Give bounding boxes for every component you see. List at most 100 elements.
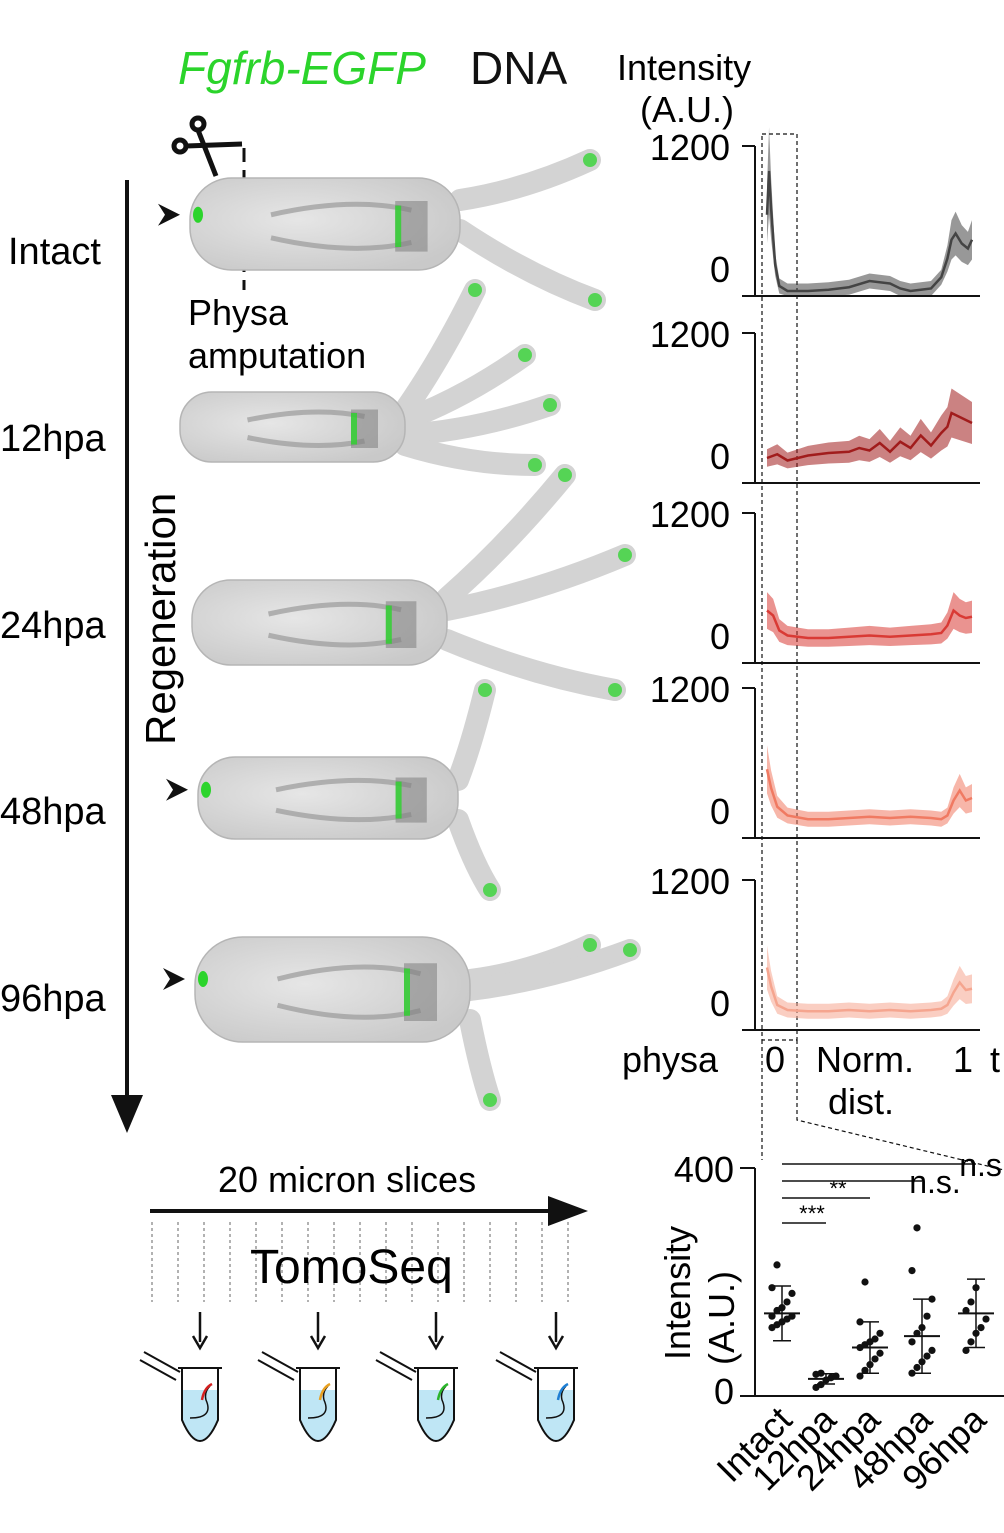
- dotplot-ytick-label-top: 400: [674, 1149, 734, 1190]
- data-point: [861, 1278, 869, 1286]
- dotplot-group-12hpa: [808, 1369, 844, 1392]
- data-point: [876, 1329, 884, 1337]
- profile-ytick-label-bottom: 0: [710, 983, 730, 1024]
- dotplot-group-intact: [764, 1261, 800, 1342]
- data-point: [908, 1369, 916, 1377]
- condition-label-intact: Intact: [8, 231, 101, 273]
- profile-band-24hpa: [767, 592, 972, 647]
- data-point: [967, 1338, 975, 1346]
- profile-ytick-label-top: 1200: [650, 314, 730, 355]
- profile-ylabel-intensity: Intensity: [617, 47, 751, 88]
- data-point: [773, 1261, 781, 1269]
- data-point: [876, 1349, 884, 1357]
- regeneration-arrowhead: [111, 1095, 143, 1133]
- data-point: [783, 1298, 791, 1306]
- scissors-icon: [171, 115, 243, 177]
- condition-label-12hpa: 12hpa: [0, 418, 107, 460]
- profile-line-intact: [765, 170, 974, 293]
- data-point: [913, 1329, 921, 1337]
- x-right-label-partial: t: [990, 1039, 1000, 1080]
- profile-band-48hpa: [767, 745, 972, 827]
- data-point: [923, 1312, 931, 1320]
- data-point: [962, 1306, 970, 1315]
- animal-intact: [158, 149, 606, 311]
- dotplot-ylabel-au: (A.U.): [701, 1271, 742, 1365]
- x-tick-0: 0: [765, 1039, 785, 1080]
- data-point: [918, 1324, 926, 1332]
- profile-ytick-label-top: 1200: [650, 494, 730, 535]
- data-point: [871, 1335, 879, 1343]
- data-point: [856, 1318, 864, 1326]
- eppendorf-tube-icon: [375, 1312, 458, 1442]
- arrowhead-icon: [163, 968, 185, 990]
- amputation-label-physa: Physa: [188, 292, 289, 333]
- construct-title: Fgfrb-EGFP: [178, 42, 426, 94]
- profile-band-12hpa: [767, 388, 972, 469]
- tomoseq-label: TomoSeq: [250, 1241, 453, 1294]
- arrowhead-icon: [158, 203, 180, 226]
- slices-label: 20 micron slices: [218, 1159, 476, 1200]
- x-axis-label-dist: dist.: [828, 1081, 894, 1122]
- profile-line-12hpa: [766, 411, 973, 462]
- arrowhead-icon: [166, 778, 188, 801]
- data-point: [908, 1267, 916, 1275]
- data-point: [928, 1346, 936, 1354]
- dotplot-group-48hpa: [904, 1224, 940, 1377]
- data-point: [871, 1355, 879, 1363]
- data-point: [982, 1315, 990, 1323]
- profile-ytick-label-top: 1200: [650, 861, 730, 902]
- profile-band-96hpa: [767, 945, 972, 1019]
- data-point: [832, 1372, 840, 1380]
- data-point: [768, 1312, 776, 1320]
- profile-line-96hpa: [765, 967, 973, 1013]
- profile-band-intact: [767, 127, 972, 296]
- x-left-label-physa: physa: [622, 1039, 719, 1080]
- data-point: [866, 1361, 874, 1369]
- significance-label: n.s.: [959, 1147, 1004, 1183]
- eppendorf-tube-icon: [139, 1312, 222, 1442]
- profile-ytick-label-top: 1200: [650, 127, 730, 168]
- data-point: [778, 1304, 786, 1312]
- significance-bar: **: [782, 1176, 870, 1201]
- x-tick-1: 1: [953, 1039, 973, 1080]
- data-point: [913, 1224, 921, 1232]
- dotplot-ylabel-intensity: Intensity: [657, 1226, 698, 1360]
- significance-label: ***: [799, 1201, 825, 1226]
- significance-bar: n.s.: [782, 1164, 961, 1200]
- data-point: [972, 1329, 980, 1337]
- dotplot-ytick-label-bottom: 0: [714, 1371, 734, 1412]
- slices-arrowhead: [548, 1196, 588, 1226]
- animal-12hpa: [179, 279, 561, 476]
- profile-ytick-label-top: 1200: [650, 669, 730, 710]
- condition-label-24hpa: 24hpa: [0, 605, 107, 647]
- condition-label-96hpa: 96hpa: [0, 978, 107, 1020]
- physa-window: [761, 133, 798, 1041]
- amputation-label-amputation: amputation: [188, 335, 366, 376]
- data-point: [913, 1363, 921, 1372]
- data-point: [928, 1295, 936, 1303]
- significance-label: n.s.: [909, 1164, 961, 1200]
- eppendorf-tube-icon: [495, 1312, 578, 1442]
- data-point: [918, 1358, 926, 1366]
- profile-ytick-label-bottom: 0: [710, 791, 730, 832]
- dna-title: DNA: [470, 42, 567, 94]
- data-point: [908, 1338, 916, 1346]
- data-point: [977, 1324, 985, 1332]
- data-point: [788, 1312, 796, 1320]
- regeneration-label: Regeneration: [137, 493, 184, 745]
- zoom-line-right: [796, 1040, 1004, 1171]
- data-point: [923, 1352, 931, 1360]
- animal-images: [158, 149, 641, 1111]
- dotplot-group-24hpa: [852, 1278, 888, 1380]
- animal-48hpa: [166, 679, 501, 901]
- data-point: [861, 1366, 869, 1374]
- significance-bar: ***: [782, 1201, 826, 1226]
- animal-96hpa: [163, 934, 641, 1111]
- data-point: [817, 1369, 825, 1377]
- profile-ytick-label-bottom: 0: [710, 249, 730, 290]
- data-point: [817, 1381, 825, 1389]
- dotplot-group-96hpa: [958, 1278, 994, 1354]
- eppendorf-tube-icon: [257, 1312, 340, 1442]
- data-point: [856, 1372, 864, 1380]
